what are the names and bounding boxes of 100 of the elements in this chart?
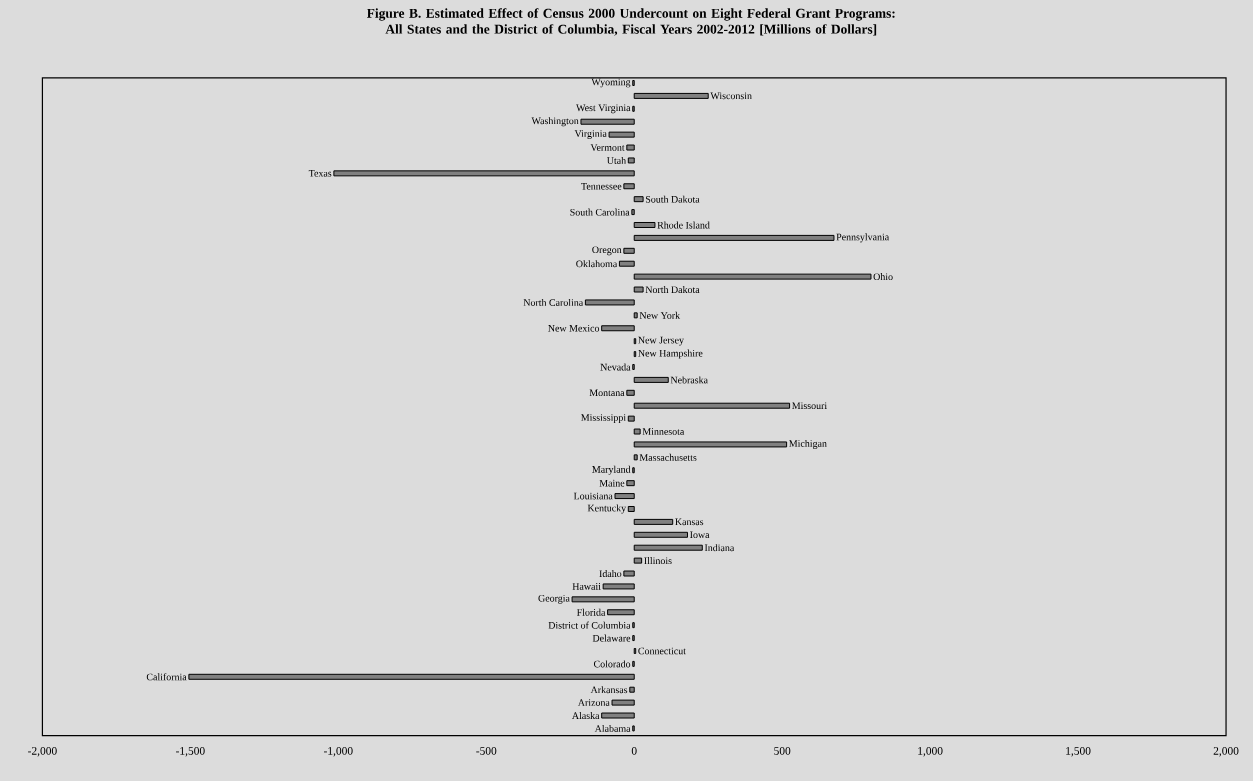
y-tick-label: Michigan xyxy=(789,439,827,449)
y-tick-label: North Carolina xyxy=(523,298,584,306)
bar xyxy=(611,699,635,706)
bar xyxy=(623,570,635,577)
y-tick-label: Louisiana xyxy=(573,492,613,500)
y-tick-label: North Dakota xyxy=(645,285,700,293)
bar xyxy=(633,428,641,435)
bar xyxy=(633,286,644,293)
bar xyxy=(633,234,835,241)
y-tick-label: Iowa xyxy=(690,531,710,538)
y-tick-label: District of Columbia xyxy=(548,621,631,629)
y-tick-label: Colorado xyxy=(593,660,631,668)
bar xyxy=(601,712,635,719)
y-tick-label: Vermont xyxy=(590,143,625,151)
y-tick-label: South Dakota xyxy=(645,195,700,203)
y-tick-label: Texas xyxy=(308,169,332,177)
y-tick-label: South Carolina xyxy=(570,208,630,216)
y-tick-label: Minnesota xyxy=(642,427,685,435)
y-tick-label: Nebraska xyxy=(670,376,708,384)
y-tick-label: New Mexico xyxy=(548,324,600,332)
x-tick-label: 0 xyxy=(631,746,637,755)
bar xyxy=(627,157,635,164)
x-tick-label: -500 xyxy=(476,746,497,755)
x-tick-label: 500 xyxy=(774,746,791,755)
bar xyxy=(623,183,635,190)
bar xyxy=(633,454,638,461)
bar xyxy=(633,531,688,538)
bar xyxy=(607,609,635,616)
y-tick-label: Mississippi xyxy=(581,414,626,423)
y-tick-label: Kentucky xyxy=(587,504,627,514)
bar xyxy=(627,505,635,512)
y-tick-label: Arkansas xyxy=(590,685,628,693)
y-tick-label: New York xyxy=(639,311,681,319)
x-tick-label: 1,000 xyxy=(918,746,943,757)
y-tick-label: Nevada xyxy=(600,363,631,371)
y-tick-label: Connecticut xyxy=(638,647,686,655)
y-tick-label: New Hampshire xyxy=(638,349,703,359)
bar xyxy=(626,144,635,151)
bar xyxy=(633,221,656,228)
chart-title: Figure B. Estimated Effect of Census 2000 Undercount on Eight Federal Grant Programs: All States and the District of Columbia, Fiscal Years 2002-2012 [Millions of Dollars] xyxy=(366,8,895,36)
y-tick-label: Kansas xyxy=(675,518,704,525)
bar xyxy=(602,583,635,590)
y-tick-label: Montana xyxy=(589,389,625,396)
bar xyxy=(627,415,635,422)
y-tick-label: Maryland xyxy=(592,465,631,475)
bar xyxy=(633,312,638,319)
y-tick-label: West Virginia xyxy=(576,104,631,113)
bar xyxy=(601,325,635,332)
bar xyxy=(633,376,669,383)
y-tick-label: Ohio xyxy=(873,272,893,280)
y-tick-label: Illinois xyxy=(644,556,672,564)
bar xyxy=(633,557,643,564)
y-tick-label: Hawaii xyxy=(572,582,601,590)
y-tick-label: Pennsylvania xyxy=(836,233,890,243)
x-tick-label: 1,500 xyxy=(1066,746,1091,757)
bar xyxy=(633,518,674,525)
bar xyxy=(608,131,635,138)
bar xyxy=(623,247,635,254)
x-tick-label: -1,000 xyxy=(323,746,353,757)
y-tick-label: Oregon xyxy=(592,246,622,255)
y-tick-label: Wyoming xyxy=(591,78,631,88)
y-tick-label: Florida xyxy=(576,608,606,616)
y-tick-label: Oklahoma xyxy=(576,259,618,267)
bar xyxy=(631,208,635,215)
x-tick-label: -1,500 xyxy=(176,746,205,757)
bar xyxy=(629,686,635,693)
y-tick-label: Tennessee xyxy=(581,182,622,190)
bar xyxy=(614,492,635,499)
bar xyxy=(626,479,635,486)
bar xyxy=(633,544,703,551)
y-tick-label: Massachusetts xyxy=(639,453,697,461)
y-tick-label: New Jersey xyxy=(638,336,684,346)
y-tick-label: Wisconsin xyxy=(710,92,752,100)
y-tick-label: Alaska xyxy=(571,711,600,719)
y-tick-label: California xyxy=(146,673,187,681)
y-tick-label: Missouri xyxy=(792,402,827,409)
y-tick-label: Idaho xyxy=(599,569,622,577)
bar xyxy=(333,170,635,177)
bar xyxy=(633,402,791,409)
bar xyxy=(633,92,709,99)
bar xyxy=(584,299,635,306)
y-tick-label: Alabama xyxy=(594,724,631,732)
bar xyxy=(571,596,635,603)
bar xyxy=(633,441,788,448)
y-tick-label: Virginia xyxy=(574,130,607,139)
bar xyxy=(188,673,635,680)
y-tick-label: Arizona xyxy=(577,699,610,706)
x-tick-label: -2,000 xyxy=(28,746,57,757)
x-tick-label: 2,000 xyxy=(1213,746,1239,757)
bar xyxy=(618,260,635,267)
y-tick-label: Utah xyxy=(606,156,626,164)
bar xyxy=(626,389,635,396)
bar xyxy=(580,118,635,125)
y-tick-label: Maine xyxy=(599,479,625,487)
bar xyxy=(633,273,872,280)
bar xyxy=(633,195,644,202)
y-tick-label: Rhode Island xyxy=(657,221,710,229)
y-tick-label: Indiana xyxy=(704,543,735,551)
y-tick-label: Georgia xyxy=(538,594,570,604)
y-tick-label: Washington xyxy=(531,116,579,127)
